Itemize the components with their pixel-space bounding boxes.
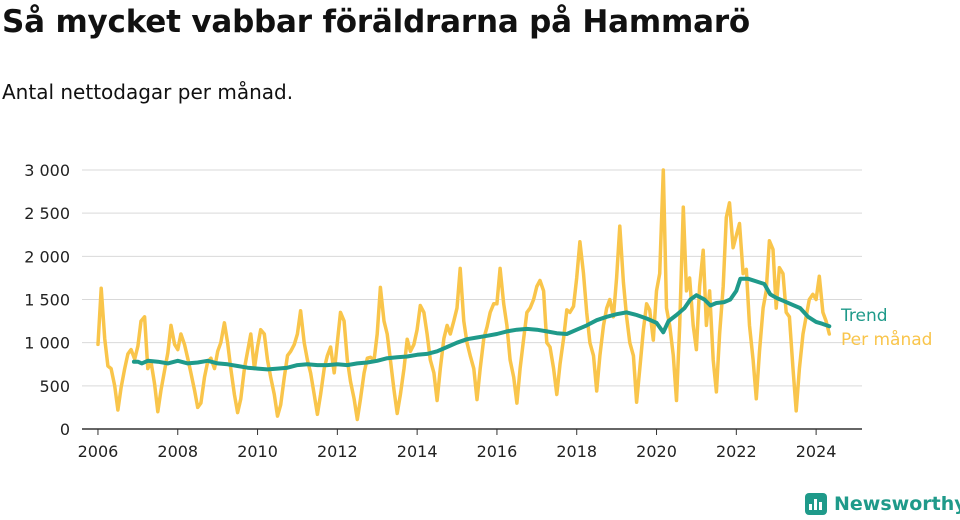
x-tick-label: 2024	[796, 442, 837, 461]
y-tick-label: 2 000	[24, 247, 70, 266]
y-tick-label: 1 000	[24, 334, 70, 353]
series-line-per-manad	[96, 168, 832, 422]
series-label-trend: Trend	[840, 306, 888, 326]
page-subtitle: Antal nettodagar per månad.	[2, 80, 294, 104]
x-tick-label: 2014	[397, 442, 438, 461]
y-tick-label: 500	[39, 377, 70, 396]
page-title: Så mycket vabbar föräldrarna på Hammarö	[2, 4, 751, 40]
bar-chart-logo-icon	[805, 493, 827, 515]
y-tick-label: 1 500	[24, 291, 70, 310]
y-tick-label: 0	[60, 420, 70, 439]
x-axis-ticks: 2006 2008 2010 2012 2014 2016 2018 2020 2022 2024	[78, 429, 837, 461]
x-tick-label: 2022	[716, 442, 757, 461]
x-tick-label: 2010	[237, 442, 278, 461]
brand-name: Newsworthy	[834, 493, 960, 515]
grid-lines	[82, 169, 862, 430]
brand-logo: Newsworthy	[805, 490, 960, 518]
series-label-per-manad: Per månad	[841, 329, 932, 350]
x-tick-label: 2006	[78, 442, 119, 461]
x-tick-label: 2016	[477, 442, 518, 461]
y-tick-label: 2 500	[24, 204, 70, 223]
series-lines	[96, 168, 832, 422]
x-tick-label: 2012	[317, 442, 358, 461]
x-tick-label: 2018	[556, 442, 597, 461]
series-line-trend	[131, 276, 832, 372]
y-tick-label: 3 000	[24, 161, 70, 180]
x-tick-label: 2020	[636, 442, 677, 461]
x-tick-label: 2008	[157, 442, 198, 461]
y-axis-ticks: 0 500 1 000 1 500 2 000 2 500 3 000	[24, 161, 70, 439]
series-labels: Per månad Trend	[840, 306, 932, 350]
